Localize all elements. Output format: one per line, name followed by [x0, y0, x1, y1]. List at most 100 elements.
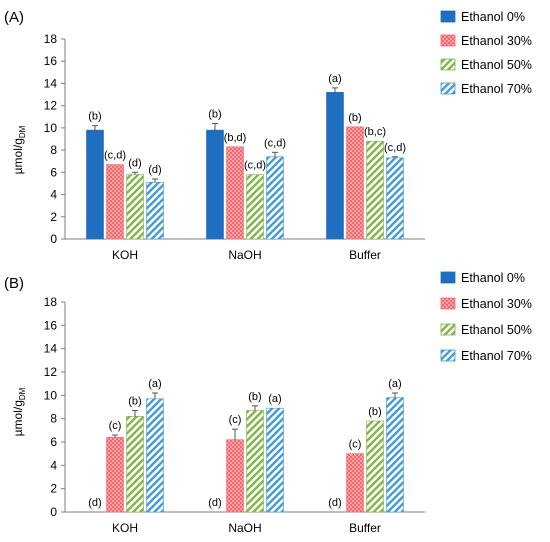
- data-label: (d): [148, 164, 161, 176]
- bar: [86, 129, 104, 240]
- legend-label: Ethanol 0%: [461, 271, 525, 285]
- panel-a-plot: 024681012141618KOH(b)(c,d)(d)(d)NaOH(b)(…: [44, 32, 425, 262]
- data-label: (c,d): [244, 160, 266, 172]
- bar: [346, 453, 364, 513]
- panel-a-ylabel: µmol/gDM: [11, 125, 27, 174]
- bar: [146, 182, 164, 240]
- y-tick-label: 8: [50, 143, 57, 157]
- data-label: (a): [328, 73, 341, 85]
- bar: [206, 129, 224, 240]
- legend-swatch: [440, 271, 456, 284]
- panel-a-label: (A): [4, 9, 24, 26]
- bar: [266, 156, 284, 240]
- legend-swatch: [440, 10, 456, 23]
- y-tick-label: 8: [50, 412, 57, 426]
- legend-label: Ethanol 30%: [461, 34, 532, 48]
- y-tick-label: 14: [44, 342, 58, 356]
- bar: [346, 126, 364, 240]
- bar: [246, 174, 264, 240]
- data-label: (b): [348, 112, 361, 124]
- legend-swatch: [440, 297, 456, 310]
- legend-swatch: [440, 58, 456, 71]
- panel-a-legend: Ethanol 0% Ethanol 30% Ethanol 50% Ethanol …: [440, 10, 532, 96]
- x-tick-label: NaOH: [228, 248, 261, 262]
- bar: [226, 439, 244, 513]
- bar: [326, 92, 344, 240]
- y-tick-label: 6: [50, 165, 57, 179]
- y-tick-label: 14: [44, 76, 58, 90]
- legend-label: Ethanol 70%: [461, 82, 532, 96]
- panel-b-ylabel-sub: DM: [18, 387, 27, 400]
- data-label: (b,c): [364, 126, 386, 138]
- legend-swatch: [440, 82, 456, 95]
- x-tick-label: NaOH: [228, 521, 261, 535]
- y-tick-label: 16: [44, 54, 58, 68]
- y-tick-label: 16: [44, 318, 58, 332]
- legend-swatch: [440, 349, 456, 362]
- bar: [366, 140, 384, 240]
- bar: [266, 407, 284, 513]
- data-label: (c): [109, 420, 122, 432]
- data-label: (d): [208, 497, 221, 509]
- legend-label: Ethanol 50%: [461, 58, 532, 72]
- bar: [106, 437, 124, 513]
- bar: [146, 398, 164, 513]
- bar: [386, 157, 404, 240]
- y-tick-label: 2: [50, 482, 57, 496]
- y-tick-label: 18: [44, 32, 58, 46]
- svg-text:µmol/gDM: µmol/gDM: [11, 387, 27, 436]
- legend-label: Ethanol 50%: [461, 323, 532, 337]
- data-label: (c): [349, 439, 362, 451]
- bar: [126, 174, 144, 240]
- bar: [126, 416, 144, 513]
- y-tick-label: 2: [50, 210, 57, 224]
- bar: [246, 410, 264, 513]
- data-label: (b): [208, 108, 221, 120]
- svg-text:µmol/gDM: µmol/gDM: [11, 125, 27, 174]
- legend-swatch: [440, 323, 456, 336]
- y-tick-label: 12: [44, 365, 58, 379]
- data-label: (a): [268, 393, 281, 405]
- bar: [366, 420, 384, 513]
- data-label: (d): [328, 497, 341, 509]
- panel-b-legend: Ethanol 0% Ethanol 30% Ethanol 50% Ethanol …: [440, 271, 532, 363]
- x-tick-label: KOH: [112, 248, 138, 262]
- y-tick-label: 4: [50, 188, 57, 202]
- legend-swatch: [440, 34, 456, 47]
- data-label: (b,d): [224, 132, 247, 144]
- data-label: (a): [148, 378, 161, 390]
- y-tick-label: 6: [50, 435, 57, 449]
- panel-a-ylabel-sub: DM: [18, 125, 27, 138]
- x-tick-label: KOH: [112, 521, 138, 535]
- bar: [386, 397, 404, 513]
- panel-b: (B) 0 2 4 6 8 10 12 14 16 18 KOH (d) (c) (b) (a) NaOH (d…: [4, 271, 532, 535]
- data-label: (c,d): [264, 137, 286, 149]
- x-tick-label: Buffer: [349, 521, 381, 535]
- y-tick-label: 18: [44, 295, 58, 309]
- panel-b-ylabel: µmol/gDM: [11, 387, 27, 436]
- data-label: (b): [128, 396, 141, 408]
- legend-label: Ethanol 0%: [461, 10, 525, 24]
- data-label: (c,d): [384, 142, 406, 154]
- data-label: (b): [368, 406, 381, 418]
- panel-a-ylabel-main: µmol/g: [11, 138, 25, 174]
- y-tick-label: 12: [44, 99, 58, 113]
- data-label: (b): [248, 391, 261, 403]
- panel-a: (A) 024681012141618KOH(b)(c,d)(d)(d)NaOH…: [4, 9, 532, 262]
- legend-label: Ethanol 70%: [461, 349, 532, 363]
- data-label: (c,d): [104, 150, 126, 162]
- data-label: (a): [388, 378, 401, 390]
- data-label: (d): [88, 497, 101, 509]
- y-tick-label: 4: [50, 458, 57, 472]
- legend-label: Ethanol 30%: [461, 297, 532, 311]
- y-tick-label: 10: [44, 388, 58, 402]
- data-label: (b): [88, 111, 101, 123]
- x-tick-label: Buffer: [349, 248, 381, 262]
- panel-b-label: (B): [4, 275, 24, 292]
- panel-b-plot: 0 2 4 6 8 10 12 14 16 18 KOH (d) (c) (b) (a) NaOH (d) (c)…: [44, 295, 425, 535]
- y-tick-label: 10: [44, 121, 58, 135]
- data-label: (c): [229, 414, 242, 426]
- data-label: (d): [128, 157, 141, 169]
- y-tick-label: 0: [50, 232, 57, 246]
